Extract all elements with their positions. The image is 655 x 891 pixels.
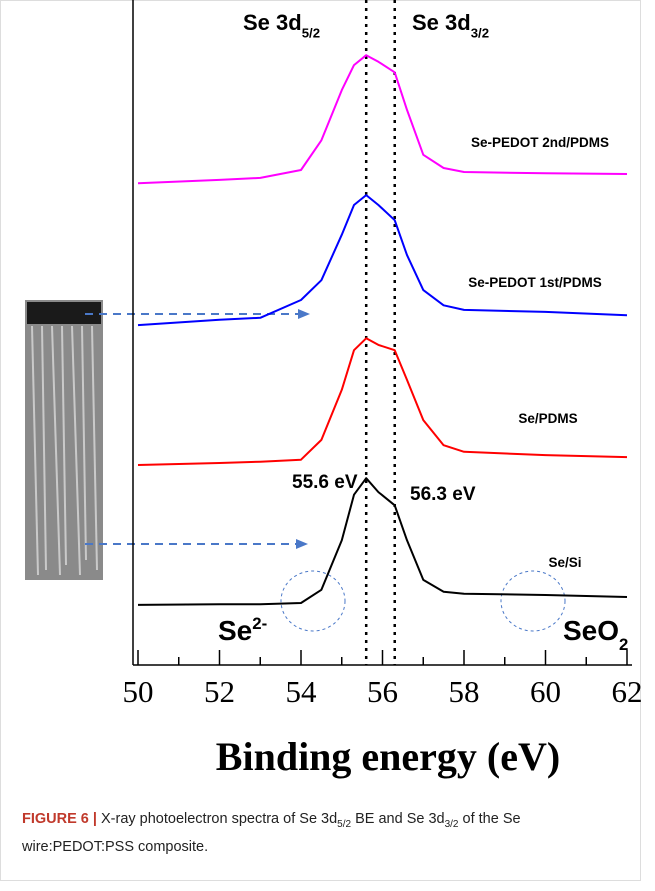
series-line: [137, 194, 628, 327]
series-line: [137, 477, 628, 606]
figure-frame: [0, 0, 641, 881]
annotation-sub: 5/2: [302, 26, 320, 41]
caption-sub: 5/2: [337, 818, 352, 830]
annotation-text: 55.6 eV: [292, 472, 358, 493]
annotation-sub: 3/2: [471, 26, 489, 41]
series-label: Se/PDMS: [518, 411, 577, 426]
annotation-text: Se 3d: [412, 10, 471, 35]
sem-cap: [27, 302, 101, 324]
series-line: [137, 337, 628, 466]
annotation-text: SeO: [563, 615, 619, 646]
annotation-text: Se 3d: [243, 10, 302, 35]
series-label: Se-PEDOT 1st/PDMS: [468, 275, 602, 290]
circle-marker: [280, 570, 346, 632]
annotation: Se 3d5/2: [243, 10, 320, 41]
caption-text: of the Se wire:PEDOT:PSS composite.: [22, 811, 521, 855]
annotation-sub: 2: [619, 635, 628, 654]
x-tick-label: 60: [530, 674, 561, 709]
caption-sub: 3/2: [444, 818, 459, 830]
x-axis-label: Binding energy (eV): [216, 734, 560, 779]
annotation-text: 56.3 eV: [410, 484, 476, 505]
caption-label: FIGURE 6 |: [22, 811, 97, 827]
caption-text: X-ray photoelectron spectra of Se 3d: [101, 811, 338, 827]
caption: FIGURE 6 | X-ray photoelectron spectra o…: [22, 808, 622, 858]
x-tick-label: 50: [123, 674, 154, 709]
annotation-sup: 2-: [252, 614, 267, 633]
annotation: 56.3 eV: [410, 484, 476, 505]
annotation: 55.6 eV: [292, 472, 358, 493]
series-label: Se/Si: [548, 555, 581, 570]
annotation: SeO2: [563, 615, 628, 654]
arrow-head: [298, 309, 310, 319]
annotation: Se 3d3/2: [412, 10, 489, 41]
x-tick-label: 56: [367, 674, 398, 709]
sem-inset: [25, 300, 310, 580]
arrow-head: [296, 539, 308, 549]
annotation: Se2-: [218, 614, 267, 646]
annotation-text: Se: [218, 615, 252, 646]
x-tick-label: 62: [612, 674, 643, 709]
caption-text: BE and Se 3d: [351, 811, 445, 827]
circle-marker: [500, 570, 566, 632]
sem-wires: [31, 325, 98, 576]
x-tick-label: 58: [449, 674, 480, 709]
series-label: Se-PEDOT 2nd/PDMS: [471, 135, 609, 150]
x-tick-label: 54: [286, 674, 318, 709]
series-line: [137, 54, 628, 185]
x-tick-label: 52: [204, 674, 235, 709]
